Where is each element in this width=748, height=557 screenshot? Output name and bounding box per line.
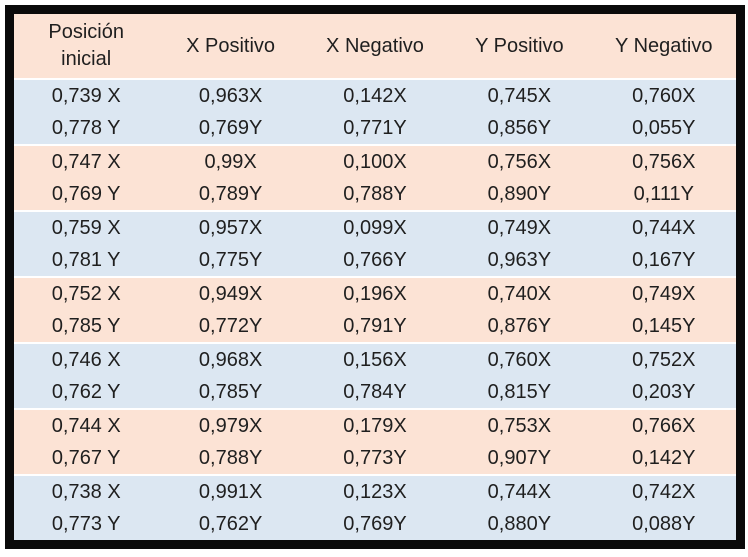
table-cell: 0,963X: [158, 78, 303, 112]
table-cell: 0,769Y: [302, 508, 448, 540]
table-cell: 0,742X: [591, 474, 736, 508]
column-header-y-positivo: Y Positivo: [447, 14, 592, 79]
table-cell: 0,744 X: [14, 408, 159, 442]
table-cell: 0,907Y: [447, 442, 592, 475]
data-table: Posición inicial X Positivo X Negativo Y…: [14, 14, 736, 540]
table-cell: 0,769Y: [158, 112, 303, 145]
table-cell: 0,772Y: [158, 310, 303, 343]
table-row: 0,752 X 0,949X 0,196X 0,740X 0,749X: [14, 276, 736, 310]
column-header-posicion-inicial: Posición inicial: [14, 14, 159, 79]
table-row: 0,785 Y 0,772Y 0,791Y 0,876Y 0,145Y: [14, 310, 736, 343]
table-cell: 0,179X: [302, 408, 448, 442]
table-cell: 0,957X: [158, 210, 303, 244]
table-cell: 0,738 X: [14, 474, 159, 508]
table-cell: 0,773 Y: [14, 508, 159, 540]
table-cell: 0,968X: [158, 342, 303, 376]
table-cell: 0,142X: [302, 78, 448, 112]
table-cell: 0,167Y: [591, 244, 736, 277]
table-cell: 0,991X: [158, 474, 303, 508]
table-header: Posición inicial X Positivo X Negativo Y…: [14, 14, 736, 79]
table-cell: 0,815Y: [447, 376, 592, 409]
table-cell: 0,785Y: [158, 376, 303, 409]
table-cell: 0,949X: [158, 276, 303, 310]
table-cell: 0,756X: [591, 144, 736, 178]
table-cell: 0,890Y: [447, 178, 592, 211]
column-header-x-negativo: X Negativo: [302, 14, 448, 79]
table-cell: 0,762 Y: [14, 376, 159, 409]
table-cell: 0,156X: [302, 342, 448, 376]
table-cell: 0,055Y: [591, 112, 736, 145]
table-cell: 0,784Y: [302, 376, 448, 409]
table-row: 0,778 Y 0,769Y 0,771Y 0,856Y 0,055Y: [14, 112, 736, 145]
table-cell: 0,766X: [591, 408, 736, 442]
table-cell: 0,100X: [302, 144, 448, 178]
table-cell: 0,752X: [591, 342, 736, 376]
table-row: 0,747 X 0,99X 0,100X 0,756X 0,756X: [14, 144, 736, 178]
table-cell: 0,745X: [447, 78, 592, 112]
table-cell: 0,123X: [302, 474, 448, 508]
table-cell: 0,747 X: [14, 144, 159, 178]
table-row: 0,738 X 0,991X 0,123X 0,744X 0,742X: [14, 474, 736, 508]
table-row: 0,767 Y 0,788Y 0,773Y 0,907Y 0,142Y: [14, 442, 736, 475]
table-cell: 0,856Y: [447, 112, 592, 145]
table-cell: 0,142Y: [591, 442, 736, 475]
table-cell: 0,785 Y: [14, 310, 159, 343]
table-row: 0,739 X 0,963X 0,142X 0,745X 0,760X: [14, 78, 736, 112]
table-row: 0,744 X 0,979X 0,179X 0,753X 0,766X: [14, 408, 736, 442]
table-cell: 0,746 X: [14, 342, 159, 376]
table-cell: 0,744X: [591, 210, 736, 244]
table-cell: 0,759 X: [14, 210, 159, 244]
table-cell: 0,778 Y: [14, 112, 159, 145]
table-cell: 0,767 Y: [14, 442, 159, 475]
table-row: 0,769 Y 0,789Y 0,788Y 0,890Y 0,111Y: [14, 178, 736, 211]
table-cell: 0,766Y: [302, 244, 448, 277]
table-cell: 0,753X: [447, 408, 592, 442]
column-header-y-negativo: Y Negativo: [591, 14, 736, 79]
table-cell: 0,760X: [591, 78, 736, 112]
table-cell: 0,111Y: [591, 178, 736, 211]
table-cell: 0,781 Y: [14, 244, 159, 277]
table-cell: 0,880Y: [447, 508, 592, 540]
table-row: 0,762 Y 0,785Y 0,784Y 0,815Y 0,203Y: [14, 376, 736, 409]
table-cell: 0,788Y: [158, 442, 303, 475]
table-row: 0,759 X 0,957X 0,099X 0,749X 0,744X: [14, 210, 736, 244]
table-cell: 0,145Y: [591, 310, 736, 343]
table-cell: 0,740X: [447, 276, 592, 310]
table-cell: 0,775Y: [158, 244, 303, 277]
table-cell: 0,752 X: [14, 276, 159, 310]
table-cell: 0,760X: [447, 342, 592, 376]
table-cell: 0,773Y: [302, 442, 448, 475]
table-cell: 0,756X: [447, 144, 592, 178]
table-cell: 0,769 Y: [14, 178, 159, 211]
table-row: 0,781 Y 0,775Y 0,766Y 0,963Y 0,167Y: [14, 244, 736, 277]
table-cell: 0,979X: [158, 408, 303, 442]
table-cell: 0,196X: [302, 276, 448, 310]
table-cell: 0,963Y: [447, 244, 592, 277]
table-frame: Posición inicial X Positivo X Negativo Y…: [5, 5, 745, 549]
table-cell: 0,99X: [158, 144, 303, 178]
table-row: 0,746 X 0,968X 0,156X 0,760X 0,752X: [14, 342, 736, 376]
table-body: 0,739 X 0,963X 0,142X 0,745X 0,760X 0,77…: [14, 78, 736, 540]
table-cell: 0,791Y: [302, 310, 448, 343]
table-cell: 0,203Y: [591, 376, 736, 409]
table-cell: 0,876Y: [447, 310, 592, 343]
table-cell: 0,749X: [447, 210, 592, 244]
column-header-x-positivo: X Positivo: [158, 14, 303, 79]
table-cell: 0,739 X: [14, 78, 159, 112]
table-cell: 0,789Y: [158, 178, 303, 211]
header-row: Posición inicial X Positivo X Negativo Y…: [14, 14, 736, 79]
table-row: 0,773 Y 0,762Y 0,769Y 0,880Y 0,088Y: [14, 508, 736, 540]
table-cell: 0,762Y: [158, 508, 303, 540]
table-cell: 0,744X: [447, 474, 592, 508]
table-cell: 0,771Y: [302, 112, 448, 145]
table-cell: 0,099X: [302, 210, 448, 244]
table-cell: 0,749X: [591, 276, 736, 310]
table-cell: 0,788Y: [302, 178, 448, 211]
table-cell: 0,088Y: [591, 508, 736, 540]
